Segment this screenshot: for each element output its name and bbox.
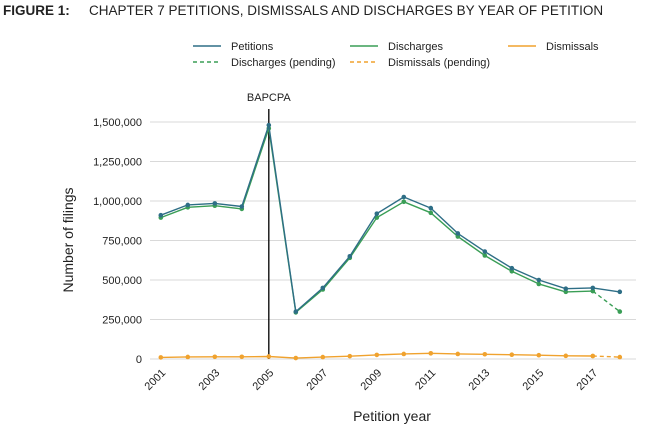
series-line-petitions (160, 124, 620, 313)
x-tick-label: 2009 (359, 367, 385, 393)
data-point-dismissals (320, 354, 326, 360)
y-tick-label: 750,000 (102, 236, 142, 248)
data-point-dismissals (428, 351, 434, 356)
data-point-dismissals (266, 354, 272, 359)
x-axis-ticks: 2001 2003 2005 2007 2009 2011 2013 2015 2017 (143, 367, 601, 393)
legend-label-discharges_pending: Discharges (pending) (231, 57, 336, 69)
x-axis-label: Petition year (353, 408, 431, 424)
x-tick-label: 2013 (467, 367, 493, 393)
data-point-discharges (590, 288, 596, 294)
x-tick-label: 2005 (251, 367, 277, 393)
data-point-dismissals (212, 354, 218, 360)
legend-label-dismissals_pending: Dismissals (pending) (388, 57, 490, 69)
data-point-dismissals (239, 354, 245, 360)
data-point-discharges (401, 199, 407, 205)
data-point-dismissals (563, 353, 569, 359)
data-point-petitions (401, 194, 407, 200)
y-tick-label: 1,250,000 (93, 157, 142, 169)
bapcpa-annotation: BAPCPA (247, 92, 291, 359)
y-tick-label: 1,500,000 (93, 117, 142, 129)
data-point-petitions (239, 204, 245, 209)
data-point-discharges (563, 289, 569, 295)
figure-title: CHAPTER 7 PETITIONS, DISMISSALS AND DISC… (89, 3, 604, 18)
y-axis-ticks: 0 250,000 500,000 750,000 1,000,000 1,250,000… (93, 117, 142, 366)
legend-label-dismissals: Dismissals (546, 41, 599, 53)
data-point-dismissals_pending (617, 354, 623, 360)
data-point-petitions (590, 285, 596, 291)
series-line-dismissals_pending (592, 355, 620, 358)
data-point-petitions (374, 211, 380, 216)
y-tick-label: 0 (136, 354, 142, 366)
data-point-petitions (455, 231, 461, 236)
bapcpa-label: BAPCPA (247, 92, 291, 104)
data-point-dismissals (401, 351, 407, 357)
x-tick-label: 2017 (575, 367, 601, 393)
x-tick-label: 2007 (305, 367, 331, 393)
data-point-discharges (428, 210, 434, 216)
data-point-petitions (617, 289, 623, 295)
data-point-dismissals (482, 351, 488, 357)
data-point-petitions (536, 277, 542, 283)
data-point-dismissals (455, 351, 461, 357)
data-point-dismissals (158, 355, 164, 360)
data-point-dismissals (347, 353, 353, 359)
data-point-petitions (320, 285, 326, 291)
figure-header: FIGURE 1: CHAPTER 7 PETITIONS, DISMISSALS… (3, 3, 603, 18)
figure-label: FIGURE 1: (3, 3, 70, 18)
data-point-petitions (347, 253, 353, 259)
gridlines (150, 121, 636, 360)
y-tick-label: 1,000,000 (93, 196, 142, 208)
data-point-discharges (536, 281, 542, 287)
series-group (158, 122, 623, 361)
data-point-petitions (563, 286, 569, 291)
data-point-discharges (509, 269, 515, 274)
x-tick-label: 2015 (521, 367, 547, 393)
data-point-petitions (482, 249, 488, 254)
data-point-dismissals (185, 354, 191, 360)
data-point-dismissals (509, 352, 515, 358)
x-tick-label: 2001 (143, 367, 169, 393)
legend: Petitions Discharges Dismissals Discharges … (193, 41, 599, 69)
x-tick-label: 2011 (413, 367, 438, 392)
data-point-dismissals (293, 355, 299, 361)
y-tick-label: 250,000 (102, 315, 142, 327)
x-tick-label: 2003 (197, 367, 223, 393)
y-axis-label: Number of filings (60, 187, 76, 292)
legend-label-discharges: Discharges (388, 41, 444, 53)
data-point-petitions (428, 205, 434, 211)
data-point-petitions (158, 212, 164, 218)
data-point-discharges_pending (617, 309, 623, 314)
series-line-discharges (160, 127, 593, 314)
data-point-discharges (482, 253, 488, 258)
data-point-petitions (293, 309, 299, 314)
data-point-petitions (266, 122, 272, 128)
data-point-petitions (509, 265, 515, 271)
data-point-petitions (212, 201, 218, 206)
data-point-dismissals (590, 353, 596, 359)
y-tick-label: 500,000 (102, 275, 142, 287)
data-point-discharges (455, 234, 461, 239)
data-point-dismissals (536, 352, 542, 358)
legend-label-petitions: Petitions (231, 41, 274, 53)
series-line-discharges_pending (592, 290, 621, 313)
data-point-dismissals (374, 352, 380, 358)
data-point-petitions (185, 202, 191, 208)
